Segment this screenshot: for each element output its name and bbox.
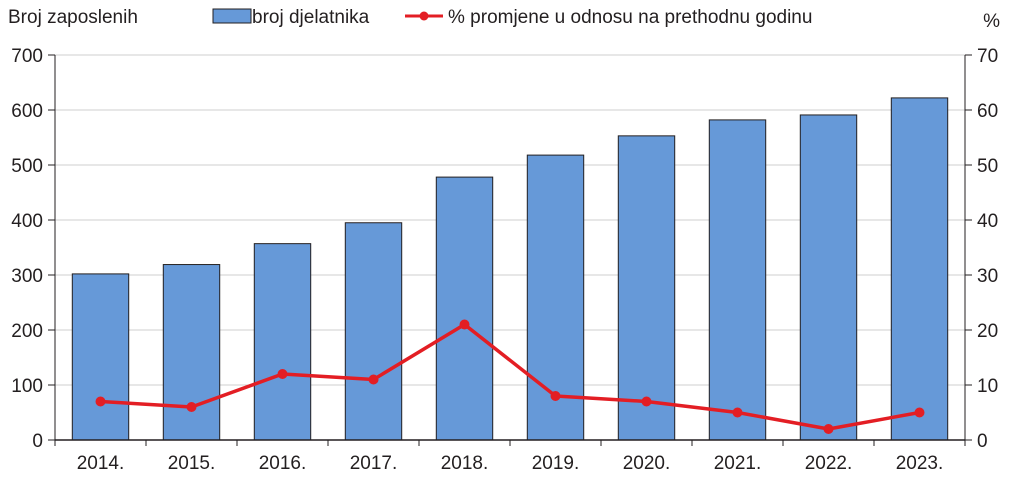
- left-tick-label: 400: [11, 211, 43, 232]
- left-tick-label: 600: [11, 101, 43, 122]
- right-tick-label: 70: [977, 46, 998, 67]
- legend-line-label: % promjene u odnosu na prethodnu godinu: [448, 7, 812, 28]
- x-tick-label: 2023.: [896, 453, 944, 474]
- legend-bar-label: broj djelatnika: [252, 7, 370, 28]
- left-tick-label: 500: [11, 156, 43, 177]
- x-tick-label: 2022.: [805, 453, 853, 474]
- x-tick-label: 2021.: [714, 453, 762, 474]
- line-point: [95, 396, 106, 407]
- line-point: [186, 402, 197, 412]
- legend-bar-swatch: [212, 8, 252, 24]
- tick-labels: 0 0 100 10 200 20 300 30 400 40 500 50 600 60 700 70 201…: [11, 46, 998, 474]
- left-tick-label: 100: [11, 376, 43, 397]
- x-tick-label: 2020.: [623, 453, 671, 474]
- left-axis-title: Broj zaposlenih: [8, 7, 138, 28]
- right-tick-label: 10: [977, 376, 998, 397]
- bar: [799, 114, 858, 441]
- x-tick-label: 2018.: [441, 453, 489, 474]
- bar: [71, 273, 130, 441]
- x-tick-label: 2014.: [77, 453, 125, 474]
- bar: [890, 97, 949, 441]
- right-tick-label: 0: [977, 431, 988, 452]
- x-tick-label: 2017.: [350, 453, 398, 474]
- x-tick-label: 2015.: [168, 453, 216, 474]
- line-layer: [95, 319, 925, 434]
- left-tick-label: 700: [11, 46, 43, 67]
- line-point: [368, 374, 379, 385]
- left-tick-label: 300: [11, 266, 43, 287]
- right-tick-label: 30: [977, 266, 998, 287]
- bar: [344, 222, 403, 441]
- right-tick-label: 20: [977, 321, 998, 342]
- right-axis-title: %: [983, 11, 1000, 32]
- line-point: [732, 407, 743, 418]
- axes: [48, 54, 972, 446]
- series-line: [100, 322, 920, 431]
- bar: [617, 135, 676, 441]
- bars-layer: [71, 97, 949, 441]
- right-tick-label: 40: [977, 211, 998, 232]
- left-tick-label: 0: [32, 431, 43, 452]
- bar: [708, 119, 767, 441]
- legend-line-marker: [419, 11, 429, 21]
- bar: [253, 243, 312, 441]
- x-tick-label: 2016.: [259, 453, 307, 474]
- bar: [162, 264, 221, 441]
- right-tick-label: 50: [977, 156, 998, 177]
- line-point: [277, 369, 288, 379]
- line-point: [550, 391, 561, 401]
- line-point: [914, 407, 925, 418]
- line-point: [459, 319, 470, 330]
- x-tick-label: 2019.: [532, 453, 580, 474]
- right-tick-label: 60: [977, 101, 998, 122]
- left-tick-label: 200: [11, 321, 43, 342]
- line-point: [641, 396, 652, 407]
- line-point: [823, 424, 834, 434]
- bar: [435, 176, 494, 441]
